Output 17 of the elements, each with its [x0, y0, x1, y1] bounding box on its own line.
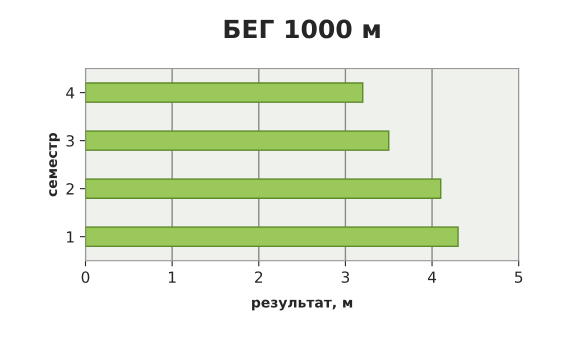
y-tick-label: 2 [66, 183, 74, 194]
y-tick-label: 4 [66, 87, 74, 98]
y-tick-label: 1 [67, 231, 74, 242]
bar [86, 226, 459, 247]
bar [86, 130, 390, 151]
bar [86, 82, 364, 103]
y-axis-title: семестр [49, 132, 60, 196]
x-tick-label: 4 [428, 272, 436, 283]
bar [86, 178, 442, 199]
x-tick-label: 5 [515, 272, 522, 283]
x-tick-label: 0 [82, 271, 90, 283]
x-axis-title: результат, м [252, 300, 352, 310]
x-tick-label: 1 [168, 272, 176, 283]
x-tick-label: 2 [255, 271, 262, 283]
y-tick-label: 3 [66, 135, 74, 147]
chart-title: БЕГ 1000 м [224, 19, 380, 38]
x-tick-label: 3 [342, 271, 350, 283]
